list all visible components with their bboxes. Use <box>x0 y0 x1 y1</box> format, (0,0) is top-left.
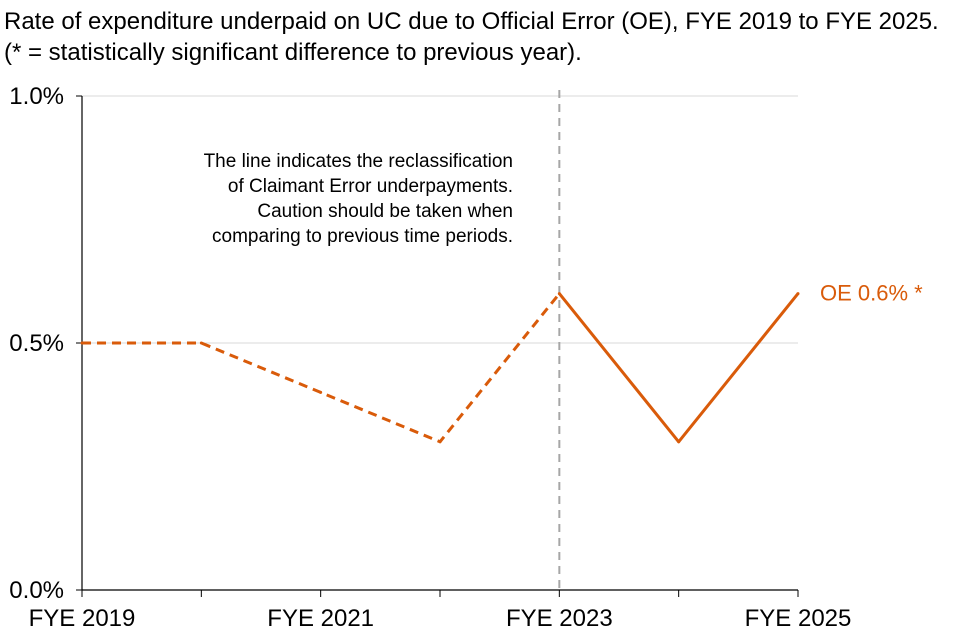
x-tick-label: FYE 2023 <box>506 605 613 632</box>
series-end-label: OE 0.6% * <box>820 281 923 306</box>
y-tick-label: 0.0% <box>9 577 64 604</box>
annotation-line: Caution should be taken when <box>257 201 513 222</box>
y-tick-label: 0.5% <box>9 330 64 357</box>
data-point <box>80 341 84 345</box>
series-line-solid <box>558 292 800 444</box>
chart-title: Rate of expenditure underpaid on UC due … <box>4 8 939 66</box>
annotation-line: comparing to previous time periods. <box>212 226 513 247</box>
labels-group: The line indicates the reclassification o… <box>204 151 924 306</box>
data-point <box>199 341 203 345</box>
annotation-line: The line indicates the reclassification <box>204 151 513 172</box>
x-tick-label: FYE 2025 <box>745 605 852 632</box>
data-point <box>796 292 800 296</box>
data-point <box>677 440 681 444</box>
series-group <box>80 292 800 444</box>
data-point <box>319 390 323 394</box>
x-tick-label: FYE 2021 <box>267 605 374 632</box>
y-tick-label: 1.0% <box>9 83 64 110</box>
annotation-line: of Claimant Error underpayments. <box>228 176 513 197</box>
data-point <box>438 440 442 444</box>
series-line-dashed <box>82 292 561 444</box>
data-point <box>557 292 561 296</box>
axes: 0.0% 0.5% 1.0% FYE 2019 FYE 2021 FYE 2023 FYE … <box>9 83 851 632</box>
x-tick-label: FYE 2019 <box>29 605 136 632</box>
